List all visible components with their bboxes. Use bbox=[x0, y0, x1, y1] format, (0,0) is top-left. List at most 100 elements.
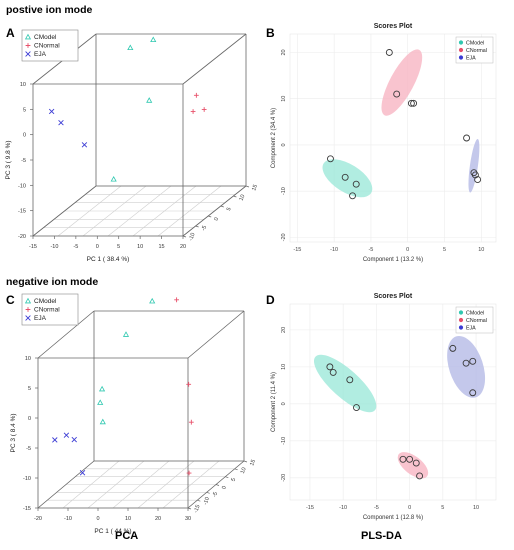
z-tick-label: 10 bbox=[25, 356, 31, 362]
y-tick-label: 10 bbox=[281, 96, 287, 102]
x-tick-label: 10 bbox=[125, 516, 131, 522]
x-axis-label: PC 1 ( 44 %) bbox=[94, 528, 131, 535]
x-tick-label: 10 bbox=[473, 505, 479, 511]
data-point-cnormal bbox=[385, 49, 393, 56]
data-point-cnormal bbox=[201, 107, 207, 112]
legend-label-eja: EJA bbox=[466, 56, 476, 62]
data-point-eja bbox=[52, 437, 58, 443]
legend-label-cnormal: CNormal bbox=[466, 318, 487, 324]
x-tick-label: 5 bbox=[441, 505, 444, 511]
x-tick-label: 5 bbox=[443, 247, 446, 253]
panel-letter-c: C bbox=[6, 293, 15, 307]
legend-box bbox=[21, 29, 79, 62]
legend-label-cnormal: CNormal bbox=[34, 307, 60, 314]
data-point-cmodel bbox=[127, 44, 134, 51]
y-tick-label: 20 bbox=[281, 327, 287, 333]
y-tick-label: 10 bbox=[281, 364, 287, 370]
depth-tick-mark bbox=[243, 460, 248, 463]
depth-tick-label: -5 bbox=[201, 225, 208, 232]
depth-tick-mark bbox=[182, 235, 187, 238]
legend-label-eja: EJA bbox=[34, 51, 47, 58]
x-tick-label: -5 bbox=[368, 247, 373, 253]
legend-label-cnormal: CNormal bbox=[466, 48, 487, 54]
x-tick-label: -10 bbox=[64, 516, 72, 522]
cube-edge bbox=[32, 185, 97, 237]
depth-tick-mark bbox=[197, 499, 201, 502]
z-tick-label: 10 bbox=[20, 82, 26, 88]
legend-label-eja: EJA bbox=[34, 315, 47, 322]
depth-tick-label: 15 bbox=[251, 184, 259, 192]
legend-marker-cnormal bbox=[25, 43, 31, 48]
pca-3d-plot-positive: -15 -10 -5 0 5 10 15 20-20-15-10-50510-10-50510… bbox=[5, 29, 259, 263]
data-point-eja bbox=[469, 389, 477, 397]
data-point-eja bbox=[48, 108, 55, 115]
depth-tick-label: -10 bbox=[188, 232, 196, 242]
data-point-cmodel bbox=[110, 175, 117, 182]
data-point-eja bbox=[58, 119, 64, 126]
data-point-eja bbox=[449, 344, 457, 352]
panel-letter-d: D bbox=[266, 293, 275, 307]
data-point-eja bbox=[462, 359, 470, 367]
data-point-cmodel bbox=[98, 385, 106, 392]
x-tick-label: 20 bbox=[180, 244, 186, 250]
legend-dot-eja bbox=[458, 55, 464, 60]
z-tick-label: 5 bbox=[28, 386, 31, 392]
y-axis-label: Component 2 (34.4 %) bbox=[271, 108, 277, 168]
cube-edge bbox=[187, 310, 245, 359]
pca-3d-plot-negative: -20 -10 0 10 20 30-15-10-50510-15-10-5051015P… bbox=[10, 293, 257, 535]
depth-tick-label: 0 bbox=[213, 217, 220, 222]
data-point-cnormal bbox=[186, 470, 192, 476]
x-tick-label: 15 bbox=[159, 244, 165, 250]
z-tick-label: -10 bbox=[18, 183, 26, 189]
x-tick-label: 10 bbox=[137, 244, 143, 250]
depth-tick-mark bbox=[225, 476, 229, 478]
x-tick-label: 0 bbox=[96, 516, 99, 522]
plsda-label: PLS-DA bbox=[361, 530, 402, 542]
x-tick-label: -10 bbox=[339, 505, 347, 511]
x-tick-label: -5 bbox=[73, 244, 78, 250]
legend-dot-cnormal bbox=[458, 47, 464, 53]
data-point-cmodel bbox=[349, 192, 356, 200]
plot-area bbox=[289, 303, 497, 501]
confidence-ellipse-cnormal bbox=[381, 49, 423, 116]
x-tick-label: -10 bbox=[50, 244, 58, 250]
data-point-eja bbox=[71, 436, 77, 443]
legend-label-cmodel: CModel bbox=[34, 298, 57, 305]
z-tick-label: -5 bbox=[21, 158, 26, 164]
data-point-eja bbox=[81, 142, 88, 148]
cube-edge bbox=[182, 185, 247, 237]
legend-box bbox=[21, 293, 79, 326]
data-point-eja bbox=[463, 134, 471, 142]
legend-label-cmodel: CModel bbox=[34, 34, 57, 41]
legend-dot-cmodel bbox=[458, 310, 464, 315]
x-tick-label: -15 bbox=[29, 244, 37, 250]
cube-edge bbox=[37, 310, 95, 359]
y-tick-label: 0 bbox=[281, 143, 287, 146]
legend-label-cmodel: CModel bbox=[466, 41, 484, 47]
legend-label-eja: EJA bbox=[466, 326, 476, 332]
data-point-cmodel bbox=[352, 180, 360, 188]
y-axis-label: Component 2 (11.4 %) bbox=[271, 372, 277, 432]
data-point-cnormal bbox=[393, 90, 401, 98]
confidence-ellipse-cnormal bbox=[397, 452, 429, 479]
z-tick-label: -15 bbox=[18, 209, 26, 215]
depth-tick-mark bbox=[234, 468, 238, 471]
data-point-cnormal bbox=[412, 459, 420, 467]
data-point-cnormal bbox=[399, 455, 407, 463]
legend-marker-cmodel bbox=[24, 33, 32, 40]
data-point-cnormal bbox=[406, 455, 414, 463]
y-tick-label: -10 bbox=[281, 187, 287, 195]
data-point-eja bbox=[469, 357, 477, 365]
x-axis-label: Component 1 (12.8 %) bbox=[363, 515, 423, 521]
plot-area bbox=[289, 33, 497, 243]
depth-tick-mark bbox=[215, 484, 220, 486]
depth-tick-label: 10 bbox=[240, 467, 248, 475]
data-point-cnormal bbox=[407, 99, 415, 107]
data-point-cnormal bbox=[188, 419, 194, 425]
plot-title: Scores Plot bbox=[374, 23, 413, 30]
depth-tick-label: -5 bbox=[212, 491, 219, 498]
data-point-cmodel bbox=[146, 97, 153, 103]
